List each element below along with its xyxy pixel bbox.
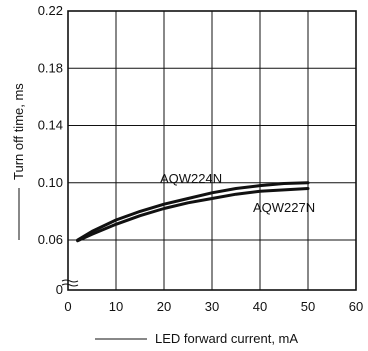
x-tick-labels: 0 10 20 30 40 50 60 [64, 299, 363, 314]
y-tick-label: 0.18 [38, 60, 63, 75]
y-tick-label: 0.10 [38, 175, 63, 190]
series-label-aqw227n: AQW227N [253, 200, 315, 215]
x-tick-label: 10 [109, 299, 123, 314]
y-tick-labels: 0 0.06 0.10 0.14 0.18 0.22 [38, 3, 63, 297]
axis-break-line-upper [61, 279, 79, 283]
y-axis-break [61, 279, 79, 287]
y-tick-label: 0.14 [38, 118, 63, 133]
series-lines [76, 181, 310, 243]
grid [68, 11, 356, 290]
y-axis-title: Turn off time, ms [11, 83, 26, 180]
series-line-aqw224n [76, 181, 310, 242]
series-line-aqw227n [76, 187, 310, 243]
y-tick-label: 0.06 [38, 232, 63, 247]
plot-frame [67, 10, 357, 291]
x-tick-label: 60 [349, 299, 363, 314]
x-tick-label: 40 [253, 299, 267, 314]
y-tick-label: 0 [56, 282, 63, 297]
x-tick-label: 20 [157, 299, 171, 314]
series-label-aqw224n: AQW224N [160, 171, 222, 186]
x-tick-label: 0 [64, 299, 71, 314]
x-axis-title: LED forward current, mA [155, 331, 298, 346]
x-tick-label: 50 [301, 299, 315, 314]
axis-break-line-lower [61, 283, 79, 287]
x-tick-label: 30 [205, 299, 219, 314]
series-annotations: AQW224N AQW227N [160, 171, 315, 215]
y-tick-label: 0.22 [38, 3, 63, 18]
